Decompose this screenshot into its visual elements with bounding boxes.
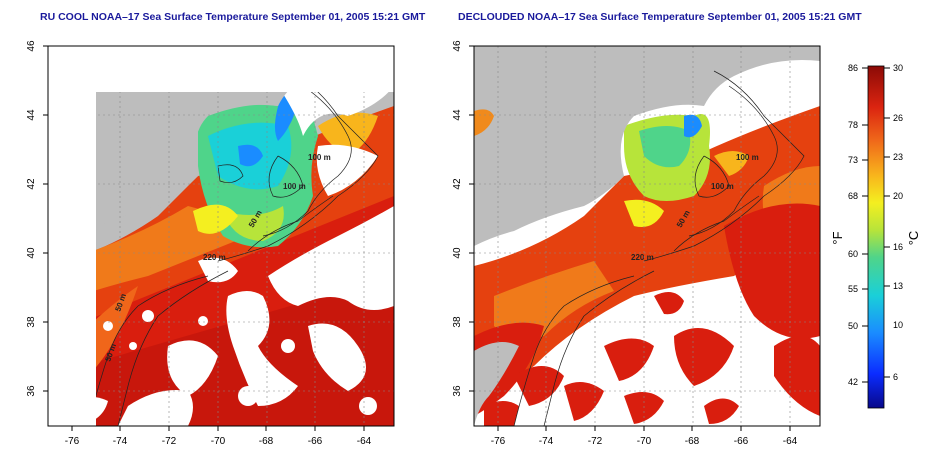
- x-tick-label: -72: [162, 436, 177, 447]
- celsius-tick: 16: [893, 242, 903, 252]
- cloud-cover: [96, 92, 394, 426]
- colorbar: 86 78 73 68 60 55 50 42 30 26 23 20 16 1…: [830, 63, 921, 409]
- colorbar-gradient: [867, 65, 885, 409]
- y-tick-label: 38: [26, 316, 37, 328]
- contour-label: 100 m: [736, 153, 759, 162]
- map-panel-right: 100 m 100 m 50 m 220 m: [452, 40, 821, 447]
- fahrenheit-tick: 55: [848, 284, 858, 294]
- x-tick-label: -66: [308, 436, 323, 447]
- celsius-tick: 13: [893, 281, 903, 291]
- x-tick-label: -76: [491, 436, 506, 447]
- x-tick-label: -68: [259, 436, 274, 447]
- y-tick-label: 42: [452, 178, 463, 190]
- y-tick-label: 46: [26, 40, 37, 52]
- celsius-tick: 10: [893, 320, 903, 330]
- fahrenheit-tick: 78: [848, 120, 858, 130]
- map-frame: [47, 45, 395, 427]
- warm-water: [474, 106, 820, 406]
- x-tick-label: -72: [588, 436, 603, 447]
- x-tick-label: -64: [357, 436, 372, 447]
- x-tick-label: -70: [637, 436, 652, 447]
- x-tick-label: -70: [211, 436, 226, 447]
- x-tick-label: -76: [65, 436, 80, 447]
- x-tick-label: -74: [539, 436, 554, 447]
- fahrenheit-tick: 42: [848, 377, 858, 387]
- fahrenheit-tick: 73: [848, 155, 858, 165]
- celsius-tick: 20: [893, 191, 903, 201]
- fahrenheit-tick: 86: [848, 63, 858, 73]
- y-tick-label: 42: [26, 178, 37, 190]
- y-tick-label: 38: [452, 316, 463, 328]
- fahrenheit-tick: 60: [848, 249, 858, 259]
- fahrenheit-tick: 68: [848, 191, 858, 201]
- map-panel-left: 100 m 100 m 50 m 220 m 50 m 50 m: [26, 40, 395, 447]
- contour-label: 220 m: [631, 253, 654, 262]
- celsius-tick: 6: [893, 372, 898, 382]
- x-tick-label: -66: [734, 436, 749, 447]
- contour-label: 100 m: [308, 153, 331, 162]
- contour-label: 100 m: [283, 182, 306, 191]
- celsius-tick: 26: [893, 113, 903, 123]
- celsius-tick: 30: [893, 63, 903, 73]
- y-tick-label: 44: [26, 109, 37, 121]
- graticule: [474, 46, 820, 426]
- y-tick-label: 40: [26, 247, 37, 259]
- panel-right-title: DECLOUDED NOAA–17 Sea Surface Temperatur…: [458, 11, 862, 23]
- y-tick-label: 44: [452, 109, 463, 121]
- x-tick-label: -64: [783, 436, 798, 447]
- fahrenheit-unit-label: °F: [830, 231, 845, 244]
- land-area: [474, 46, 820, 246]
- y-tick-label: 40: [452, 247, 463, 259]
- graticule: [96, 92, 394, 426]
- panel-left-title: RU COOL NOAA–17 Sea Surface Temperature …: [40, 11, 426, 23]
- y-tick-label: 36: [452, 385, 463, 397]
- x-tick-label: -74: [113, 436, 128, 447]
- warm-patches: [484, 203, 820, 426]
- y-tick-label: 46: [452, 40, 463, 52]
- celsius-tick: 23: [893, 152, 903, 162]
- map-frame: [473, 45, 821, 427]
- contour-label: 100 m: [711, 182, 734, 191]
- y-tick-label: 36: [26, 385, 37, 397]
- celsius-unit-label: °C: [906, 231, 921, 246]
- fahrenheit-tick: 50: [848, 321, 858, 331]
- contour-label: 220 m: [203, 253, 226, 262]
- x-tick-label: -68: [685, 436, 700, 447]
